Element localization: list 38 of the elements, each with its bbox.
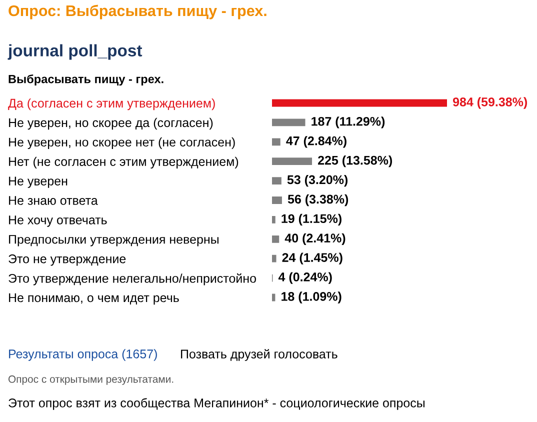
- text: Опрос с открытыми результатами.: [8, 375, 174, 385]
- bar: [272, 216, 276, 224]
- bar: [272, 235, 280, 243]
- y-tick-label: Не уверен, но скорее да (согласен): [9, 118, 213, 130]
- y-tick-label: Предпосылки утверждения неверны: [9, 235, 218, 246]
- y-tick-label: Это не утверждение: [8, 254, 126, 266]
- y-tick-label: Это утверждение нелегально/непристойно: [8, 273, 256, 286]
- text: Выбрасывать пищу - грех.: [8, 74, 164, 86]
- data-label: 4 (0.24%): [278, 272, 332, 284]
- bar: [272, 118, 306, 126]
- y-tick-label: Нет (не согласен с этим утверждением): [9, 156, 238, 168]
- y-tick-label: Не знаю ответа: [9, 196, 98, 205]
- data-label: 24 (1.45%): [282, 252, 342, 264]
- text: Позвать друзей голосовать: [181, 349, 338, 361]
- bar: [272, 158, 312, 166]
- data-label: 19 (1.15%): [282, 214, 342, 226]
- data-label: 47 (2.84%): [286, 136, 346, 148]
- y-tick-label: Не понимаю, о чем идет речь: [9, 293, 179, 305]
- data-label: 53 (3.20%): [287, 174, 348, 187]
- bar: [272, 177, 282, 184]
- data-label: 225 (13.58%): [318, 156, 392, 168]
- y-tick-label: Не уверен, но скорее нет (не согласен): [9, 137, 235, 150]
- bar: [272, 138, 280, 146]
- text: Этот опрос взят из сообщества Мегапинион* - социологические опросы: [8, 398, 424, 410]
- text: Опрос: Выбрасывать пищу - грех.: [8, 4, 266, 20]
- bar: [272, 99, 447, 107]
- y-tick-label: Да (согласен с этим утверждением): [8, 98, 215, 110]
- data-label: 40 (2.41%): [284, 233, 346, 245]
- data-label: 187 (11.29%): [312, 116, 385, 128]
- y-tick-label: Не хочу отвечать: [9, 216, 107, 227]
- text: journal poll_post: [8, 44, 142, 60]
- data-label: 984 (59.38%): [452, 97, 527, 109]
- bar: [272, 196, 282, 204]
- text: Результаты опроса (1657): [9, 349, 157, 361]
- y-tick-label: Не уверен: [9, 176, 68, 188]
- bar: [272, 254, 276, 262]
- data-label: 18 (1.09%): [282, 292, 342, 304]
- data-label: 56 (3.38%): [288, 194, 348, 206]
